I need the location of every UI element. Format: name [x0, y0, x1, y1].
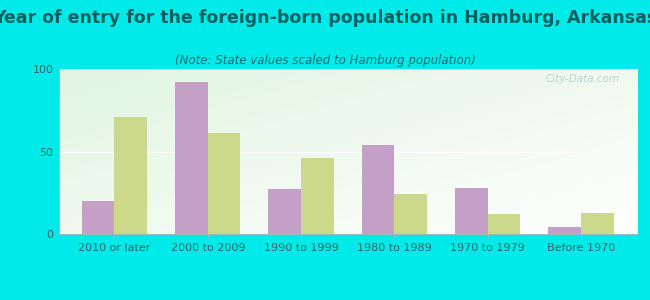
Bar	[395, 194, 427, 234]
Bar	[208, 133, 240, 234]
Bar	[549, 227, 581, 234]
Legend: Hamburg, Arkansas: Hamburg, Arkansas	[249, 297, 447, 300]
Bar	[268, 190, 301, 234]
Text: (Note: State values scaled to Hamburg population): (Note: State values scaled to Hamburg po…	[175, 54, 475, 67]
Bar	[362, 145, 395, 234]
Bar	[82, 201, 114, 234]
Bar	[114, 117, 147, 234]
Bar	[455, 188, 488, 234]
Bar	[581, 212, 614, 234]
Text: Year of entry for the foreign-born population in Hamburg, Arkansas: Year of entry for the foreign-born popul…	[0, 9, 650, 27]
Bar	[175, 82, 208, 234]
Bar	[301, 158, 333, 234]
Text: City-Data.com: City-Data.com	[545, 74, 619, 84]
Bar	[488, 214, 521, 234]
